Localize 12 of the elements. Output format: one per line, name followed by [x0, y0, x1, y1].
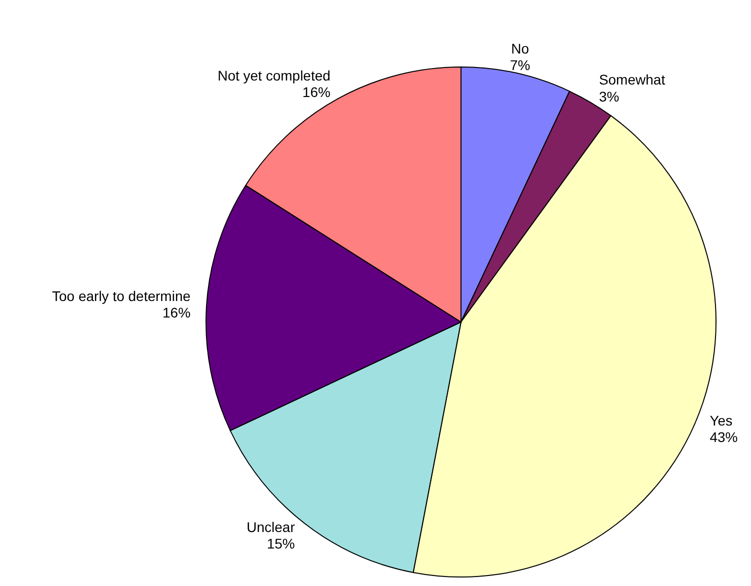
data-label: 16% — [162, 304, 191, 321]
slice-label: Somewhat — [598, 72, 666, 88]
slice-label: No — [511, 40, 530, 56]
data-label: 7% — [510, 57, 530, 74]
data-label: 15% — [266, 536, 295, 552]
slice-label: Too early to determine — [52, 288, 191, 304]
data-label: 43% — [710, 429, 738, 446]
data-label: 3% — [598, 88, 620, 104]
slice-label: Not yet completed — [218, 67, 330, 84]
slice-label: Yes — [710, 412, 733, 428]
slice-label: Unclear — [246, 518, 296, 535]
data-label: 16% — [302, 84, 330, 100]
